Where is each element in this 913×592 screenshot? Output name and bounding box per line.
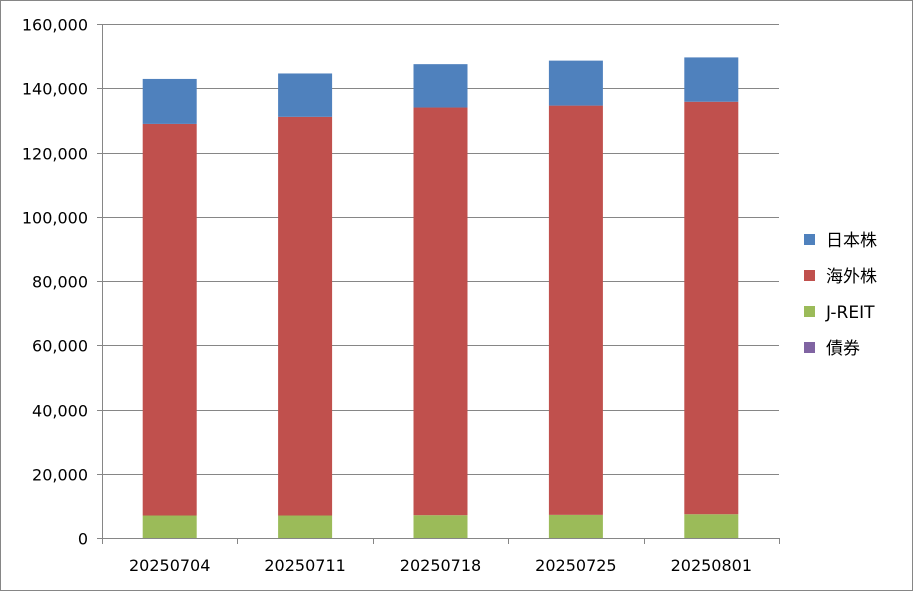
bar-segment	[684, 514, 739, 538]
bar-segment	[413, 107, 468, 516]
bar-segment	[142, 515, 197, 538]
bar-segment	[548, 514, 603, 538]
legend-swatch	[804, 306, 815, 317]
x-tick-label: 20250718	[400, 556, 481, 575]
y-tick-label: 100,000	[22, 209, 88, 228]
bar-segment	[548, 105, 603, 515]
bar-segment	[548, 60, 603, 106]
y-tick-label: 40,000	[32, 402, 88, 421]
y-tick-label: 0	[78, 530, 88, 549]
x-tick-label: 20250725	[535, 556, 616, 575]
legend-label: 海外株	[826, 267, 877, 287]
y-tick-label: 20,000	[32, 466, 88, 485]
legend-label: J-REIT	[825, 303, 875, 323]
bar-segment	[278, 515, 333, 538]
y-tick-label: 60,000	[32, 337, 88, 356]
bar-segment	[684, 101, 739, 515]
y-tick-labels: 0 20,000 40,000 60,000 80,000 100,000 120,000 1…	[22, 16, 88, 549]
legend-swatch	[804, 342, 815, 353]
axes	[97, 24, 780, 544]
x-tick-label: 20250711	[264, 556, 345, 575]
y-tick-label: 120,000	[22, 145, 88, 164]
bars	[142, 57, 739, 538]
bar-segment	[278, 116, 333, 516]
bar-segment	[278, 73, 333, 117]
x-tick-label: 20250801	[671, 556, 752, 575]
bar-segment	[142, 123, 197, 516]
x-tick-labels: 20250704 20250711 20250718 20250725 20250801	[129, 556, 752, 575]
bar-segment	[413, 515, 468, 538]
bar-segment	[684, 57, 739, 102]
y-tick-label: 80,000	[32, 273, 88, 292]
bar-segment	[413, 64, 468, 108]
legend-label: 債券	[826, 339, 860, 359]
legend-label: 日本株	[826, 231, 877, 251]
x-tick-label: 20250704	[129, 556, 210, 575]
bar-segment	[142, 78, 197, 124]
y-tick-label: 160,000	[22, 16, 88, 35]
y-tick-label: 140,000	[22, 80, 88, 99]
legend-swatch	[804, 234, 815, 245]
legend-swatch	[804, 270, 815, 281]
